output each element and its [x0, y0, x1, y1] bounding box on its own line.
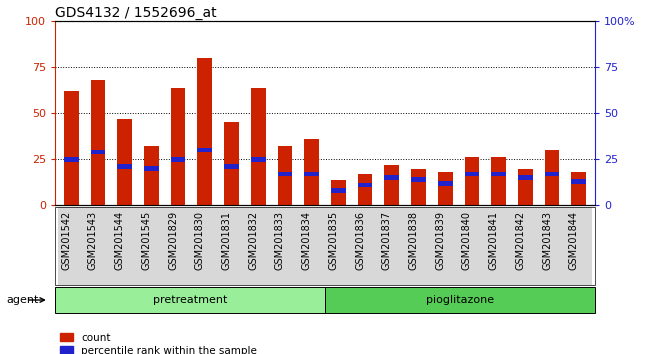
Bar [411, 177, 426, 182]
Bar [358, 174, 372, 205]
Text: GSM201839: GSM201839 [436, 211, 445, 270]
Bar [465, 172, 479, 176]
Bar [224, 164, 239, 169]
Bar [251, 87, 266, 205]
Text: GSM201842: GSM201842 [515, 211, 525, 270]
Bar [465, 158, 479, 205]
Text: GSM201832: GSM201832 [248, 211, 258, 270]
Bar [251, 157, 266, 161]
Text: GSM201835: GSM201835 [328, 211, 339, 270]
Text: GSM201838: GSM201838 [408, 211, 419, 270]
Bar [518, 175, 532, 180]
Bar [171, 87, 185, 205]
Bar [331, 179, 346, 205]
Text: GSM201545: GSM201545 [142, 211, 151, 270]
Text: GSM201843: GSM201843 [542, 211, 552, 270]
Text: GSM201833: GSM201833 [275, 211, 285, 270]
Bar [198, 148, 212, 152]
Bar [64, 91, 79, 205]
Bar [90, 150, 105, 154]
Text: GSM201830: GSM201830 [195, 211, 205, 270]
Bar [224, 122, 239, 205]
Bar [358, 183, 372, 187]
Legend: count, percentile rank within the sample: count, percentile rank within the sample [60, 333, 257, 354]
Bar [384, 175, 399, 180]
Bar [171, 157, 185, 161]
Bar [278, 172, 292, 176]
Text: GSM201543: GSM201543 [88, 211, 98, 270]
Bar [90, 80, 105, 205]
Bar [545, 150, 560, 205]
Text: GSM201544: GSM201544 [114, 211, 125, 270]
Bar [304, 139, 319, 205]
Bar [438, 181, 452, 185]
Bar [304, 172, 319, 176]
Text: GSM201836: GSM201836 [355, 211, 365, 270]
Bar [278, 147, 292, 205]
Bar [518, 169, 532, 205]
Bar [571, 172, 586, 205]
Text: pioglitazone: pioglitazone [426, 295, 494, 305]
Bar [384, 165, 399, 205]
Bar [545, 172, 560, 176]
Bar [491, 172, 506, 176]
Text: GDS4132 / 1552696_at: GDS4132 / 1552696_at [55, 6, 217, 20]
Bar [118, 119, 132, 205]
Bar [491, 158, 506, 205]
Text: GSM201841: GSM201841 [489, 211, 499, 270]
Text: pretreatment: pretreatment [153, 295, 228, 305]
Bar [198, 58, 212, 205]
Bar [118, 164, 132, 169]
Bar [571, 179, 586, 184]
Bar [411, 169, 426, 205]
Text: GSM201844: GSM201844 [569, 211, 578, 270]
Text: GSM201829: GSM201829 [168, 211, 178, 270]
Bar [438, 172, 452, 205]
Text: GSM201837: GSM201837 [382, 211, 392, 270]
Text: GSM201834: GSM201834 [302, 211, 311, 270]
Text: GSM201542: GSM201542 [61, 211, 72, 270]
Text: GSM201840: GSM201840 [462, 211, 472, 270]
Bar [144, 147, 159, 205]
Bar [331, 188, 346, 193]
Text: GSM201831: GSM201831 [222, 211, 231, 270]
Text: agent: agent [6, 295, 39, 305]
Bar [64, 157, 79, 161]
Bar [144, 166, 159, 171]
